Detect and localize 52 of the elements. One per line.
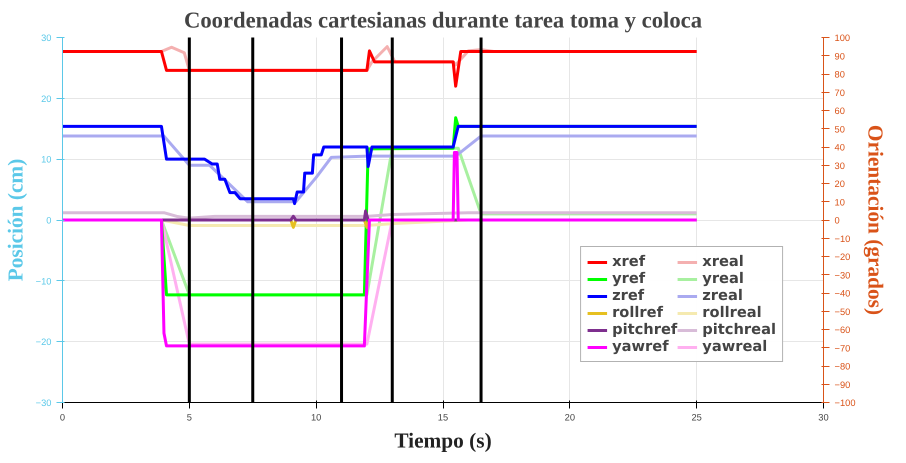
x-axis-title: Tiempo (s) xyxy=(394,428,492,452)
y2-tick-label: −90 xyxy=(834,380,850,390)
y2-tick-label: −10 xyxy=(834,234,850,244)
y-tick-label: −30 xyxy=(36,398,52,408)
y2-tick-label: 100 xyxy=(834,33,850,43)
y2-tick-label: −50 xyxy=(834,306,850,317)
legend-label: xreal xyxy=(702,253,744,270)
y2-tick-label: −60 xyxy=(834,325,850,335)
chart-title: Coordenadas cartesianas durante tarea toma y coloca xyxy=(184,8,702,32)
y-tick-label: −10 xyxy=(36,276,52,286)
y-tick-label: −20 xyxy=(36,337,52,348)
legend-label: xref xyxy=(612,253,646,270)
legend-label: yawreal xyxy=(702,338,768,355)
x-tick-label: 0 xyxy=(60,412,66,422)
y2-tick-label: 60 xyxy=(834,106,845,116)
legend-label: zref xyxy=(612,287,644,304)
x-tick-label: 5 xyxy=(186,412,192,422)
y2-tick-label: −80 xyxy=(834,362,850,372)
y2-tick-label: 20 xyxy=(834,179,845,189)
y2-tick-label: −70 xyxy=(834,343,850,354)
legend-label: yref xyxy=(612,270,646,287)
x-tick-label: 20 xyxy=(564,412,576,422)
y2-tick-label: 10 xyxy=(834,197,845,208)
x-tick-label: 25 xyxy=(691,412,702,422)
legend-label: zreal xyxy=(702,287,743,304)
y-tick-label: 10 xyxy=(41,154,52,165)
y-tick-label: 0 xyxy=(46,216,52,226)
y2-tick-label: 40 xyxy=(834,142,845,152)
y2-tick-label: −30 xyxy=(834,270,850,280)
line-series xyxy=(62,49,698,88)
y-tick-label: 20 xyxy=(41,94,52,104)
y-axis-title: Posición (cm) xyxy=(4,158,28,282)
legend-label: pitchreal xyxy=(702,321,776,338)
y2-tick-label: 80 xyxy=(834,70,845,80)
y2-tick-label: 0 xyxy=(834,216,840,226)
y2-tick-label: −40 xyxy=(834,288,850,298)
legend-label: rollreal xyxy=(702,304,762,321)
legend-label: pitchref xyxy=(612,321,678,338)
x-tick-label: 30 xyxy=(818,412,829,422)
y2-tick-label: 70 xyxy=(834,88,845,98)
y2-tick-label: 50 xyxy=(834,124,845,134)
y2-tick-label: −100 xyxy=(834,398,856,408)
y-tick-label: 30 xyxy=(41,33,52,43)
x-tick-label: 10 xyxy=(310,412,322,422)
legend-label: yawref xyxy=(612,338,669,355)
y2-tick-label: 90 xyxy=(834,51,845,62)
legend-label: yreal xyxy=(702,270,744,287)
y2-tick-label: 30 xyxy=(834,160,845,171)
y2-axis-title: Orientación (grados) xyxy=(864,124,888,316)
legend-label: rollref xyxy=(612,304,663,321)
y2-tick-label: −20 xyxy=(834,252,850,262)
x-tick-label: 15 xyxy=(438,412,448,422)
